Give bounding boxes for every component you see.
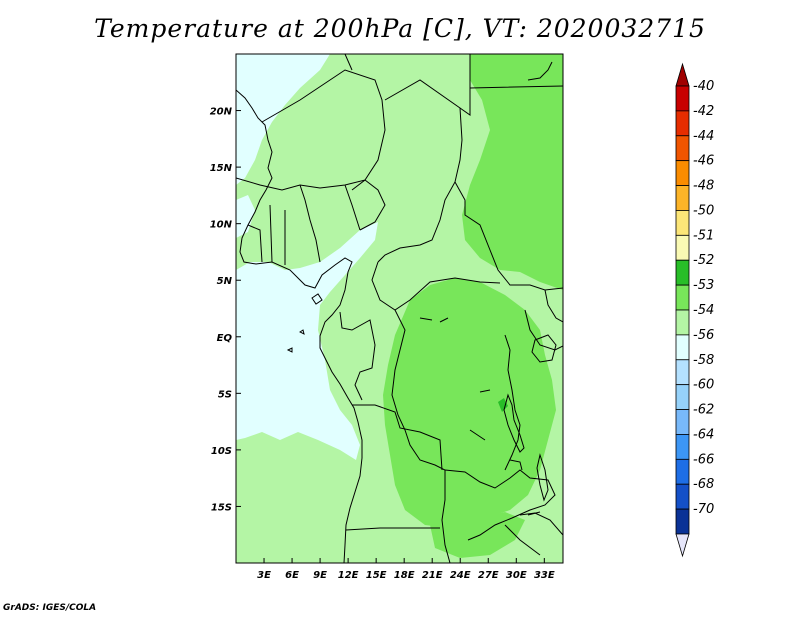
rivers: [419, 317, 541, 516]
lon-tick-label: 27E: [478, 570, 499, 581]
colorbar-swatch: [675, 185, 690, 211]
border-zambia: [444, 469, 556, 541]
lon-tick-label: 3E: [257, 570, 271, 581]
lon-tick-label: 21E: [422, 570, 443, 581]
colorbar-swatch: [675, 210, 690, 236]
colorbar-swatch: [675, 508, 690, 535]
colorbar-label: -50: [693, 203, 714, 218]
lat-tick-label: 10S: [211, 446, 232, 457]
border-kenya: [544, 289, 563, 323]
colorbar-label: -48: [693, 179, 714, 194]
lat-tick-label: 20N: [210, 107, 233, 118]
lat-tick-label: EQ: [217, 333, 233, 344]
grads-credit: GrADS: IGES/COLA: [3, 603, 97, 613]
lon-tick-label: 18E: [394, 570, 415, 581]
lat-tick-label: 5N: [217, 276, 233, 287]
lake-victoria: [531, 334, 557, 363]
coastlines-and-borders: [236, 54, 563, 563]
lat-tick-label: 15S: [211, 502, 232, 513]
colorbar-swatch: [675, 384, 690, 410]
colorbar-swatch: [675, 334, 690, 361]
border-mozambique: [504, 512, 563, 556]
colorbar-label: -66: [693, 452, 714, 467]
border-car: [371, 261, 501, 311]
lat-tick-label: 10N: [210, 220, 233, 231]
lon-tick-label: 6E: [285, 570, 299, 581]
red-sea-coast: [527, 61, 553, 81]
temperature-field: [236, 54, 563, 563]
lat-tick-label: 5S: [218, 389, 232, 400]
border-chad-sudan: [454, 181, 563, 291]
colorbar-swatch: [675, 110, 690, 137]
colorbar-label: -40: [693, 79, 714, 94]
colorbar-label: -51: [693, 228, 714, 243]
lake-malawi: [536, 453, 549, 502]
lon-tick-label: 15E: [366, 570, 387, 581]
colorbar-swatch: [675, 160, 690, 186]
lon-tick-label: 33E: [534, 570, 555, 581]
colorbar-swatch: [675, 135, 690, 162]
lat-tick-label: 15N: [210, 163, 233, 174]
field-band-56-islands: [236, 195, 255, 238]
colorbar-swatch: [675, 458, 690, 485]
border-nigeria: [299, 184, 361, 263]
field-band-53-congo: [383, 278, 556, 528]
map-title: Temperature at 200hPa [C], VT: 202003271…: [94, 14, 706, 43]
colorbar-swatch: [675, 409, 690, 435]
colorbar-swatch: [675, 309, 690, 336]
border-sahara: [261, 69, 386, 191]
lon-tick-label: 9E: [313, 570, 327, 581]
longitude-axis: 3E 6E 9E 12E 15E 18E 21E 24E 27E 30E 33E: [257, 558, 555, 581]
colorbar-swatch: [675, 434, 690, 460]
map-frame: [235, 53, 564, 564]
lon-tick-label: 12E: [338, 570, 359, 581]
colorbar-swatch: [675, 234, 690, 261]
colorbar-label: -62: [693, 403, 714, 418]
colorbar-swatch: [675, 359, 690, 386]
colorbar-label: -60: [693, 378, 714, 393]
colorbar-label: -68: [693, 477, 714, 492]
lon-tick-label: 24E: [450, 570, 471, 581]
latitude-axis: 20N 15N 10N 5N EQ 5S 10S 15S: [210, 107, 241, 513]
border-libya: [344, 54, 563, 116]
field-band-53-east: [462, 54, 563, 290]
border-angola: [345, 404, 443, 531]
colorbar-swatch: [675, 85, 690, 112]
colorbar-label: -56: [693, 328, 714, 343]
border-westcoast-small: [247, 204, 286, 265]
field-band-52-spot: [498, 398, 508, 412]
field-band-56-gulf: [236, 222, 378, 460]
border-great-lakes: [504, 309, 563, 471]
colorbar: -40 -42 -44 -46 -48 -50 -51 -52 -53 -54 -56 -58 -60 -…: [675, 62, 714, 558]
colorbar-label: -44: [693, 129, 714, 144]
field-band-53-south: [430, 512, 525, 558]
border-congo: [339, 309, 451, 563]
colorbar-label: -70: [693, 502, 714, 517]
colorbar-label: -46: [693, 154, 714, 169]
lon-tick-label: 30E: [506, 570, 527, 581]
colorbar-swatch: [675, 483, 690, 510]
west-africa-coastline: [236, 89, 363, 563]
colorbar-label: -53: [693, 278, 714, 293]
colorbar-label: -58: [693, 353, 714, 368]
colorbar-label: -42: [693, 104, 714, 119]
colorbar-swatch: [675, 284, 690, 311]
small-islands: [286, 293, 323, 353]
field-band-56-north: [236, 54, 330, 185]
colorbar-bottom-arrow: [675, 533, 690, 558]
colorbar-label: -54: [693, 303, 714, 318]
lake-tanganyika: [503, 393, 525, 453]
colorbar-swatch: [675, 259, 690, 286]
colorbar-label: -64: [693, 427, 714, 442]
colorbar-label: -52: [693, 253, 714, 268]
colorbar-top-arrow: [675, 62, 690, 87]
